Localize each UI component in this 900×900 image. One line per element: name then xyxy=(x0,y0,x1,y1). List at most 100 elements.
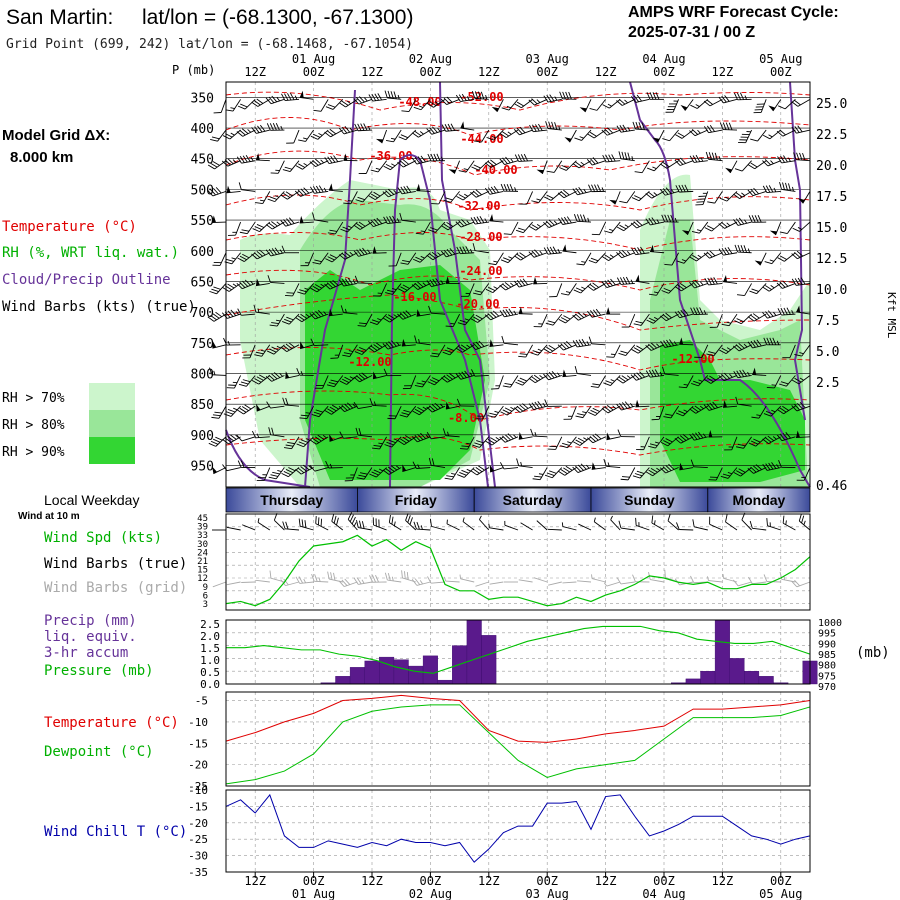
wind-barb xyxy=(426,432,446,440)
pressure-tick-label: 975 xyxy=(818,671,836,682)
wind-barb-grid xyxy=(577,580,592,583)
wind-barb xyxy=(749,283,767,295)
wind-barb xyxy=(791,375,811,385)
wind-tick-label: 30 xyxy=(197,540,208,550)
wind-barb-grid xyxy=(591,574,606,583)
wind-barb xyxy=(558,216,577,225)
wind-barb-grid xyxy=(791,579,811,588)
wind-barb-grid xyxy=(226,581,241,586)
wind-barb xyxy=(778,99,796,110)
wind-barb xyxy=(661,366,679,376)
wind-barb xyxy=(485,436,504,446)
wind-barb xyxy=(369,467,387,478)
wind-barb xyxy=(621,313,636,328)
wind-barb xyxy=(616,401,635,411)
wind-barb xyxy=(343,191,358,205)
wind-barb xyxy=(601,405,621,414)
bottom-tick-label: 12Z xyxy=(595,874,617,888)
wind-barb xyxy=(266,401,285,409)
kft-tick-label: 12.5 xyxy=(816,252,847,267)
wind-barb xyxy=(548,436,563,450)
wind-barb xyxy=(681,221,694,236)
wind-barb xyxy=(499,462,519,470)
wind-barb xyxy=(251,374,271,385)
wind-barb xyxy=(285,371,300,379)
wind-barb xyxy=(648,436,665,449)
pressure-label: Pressure (mb) xyxy=(44,663,154,679)
wind-barb xyxy=(777,155,796,164)
wind-barb xyxy=(752,367,767,376)
wind-barb xyxy=(470,189,489,198)
bottom-tick-label: 12Z xyxy=(244,874,266,888)
weekday-cell xyxy=(225,487,358,513)
wind-barb xyxy=(208,367,227,376)
wind-barb xyxy=(776,432,796,442)
wind-barb xyxy=(402,375,417,390)
bottom-tick-label: 00Z xyxy=(420,874,442,888)
wind-barb xyxy=(209,283,227,295)
wind-barb xyxy=(367,217,387,228)
wind-barb xyxy=(797,191,811,204)
wind-barb xyxy=(645,190,665,199)
wind-barb xyxy=(236,154,256,164)
wind-barb xyxy=(236,279,256,290)
wind-barb xyxy=(796,467,811,481)
windchill-tick-label: -25 xyxy=(188,833,208,846)
wind-barb xyxy=(588,184,606,193)
wind-barb xyxy=(573,436,592,446)
top-date-label: 03 Aug xyxy=(526,52,569,66)
wind-barb xyxy=(651,406,665,421)
wind-barb xyxy=(299,215,314,224)
precip-bar xyxy=(408,665,424,685)
wind-barb-grid xyxy=(562,581,577,584)
wind-barb xyxy=(616,124,635,133)
kft-tick-label: 20.0 xyxy=(816,159,847,174)
wind-barb xyxy=(326,375,344,388)
wind-barb xyxy=(369,313,387,325)
wind-barb xyxy=(659,187,679,196)
wind-barb xyxy=(294,187,314,197)
temp-tick-label: -10 xyxy=(188,716,208,729)
wind-barb xyxy=(324,128,344,138)
wind-barb-true xyxy=(226,526,241,531)
pressure-tick-label: 400 xyxy=(191,122,214,137)
wind-barb-grid xyxy=(616,577,635,585)
wind-barb xyxy=(252,221,271,233)
wind-barb xyxy=(747,464,767,474)
wind-tick-label: 21 xyxy=(197,557,208,567)
wind-barb xyxy=(236,404,256,415)
wind-barb xyxy=(544,399,562,407)
wind-barb xyxy=(353,96,373,105)
wind-barb xyxy=(719,122,738,131)
wind-barb xyxy=(545,313,563,326)
wind-barb xyxy=(412,405,431,416)
precip-bar xyxy=(349,667,365,685)
wind-barb xyxy=(645,467,665,477)
precip-accum-label: 3-hr accum xyxy=(44,645,128,661)
wind-barb xyxy=(456,191,475,201)
wind-barb xyxy=(401,99,417,113)
wind-barb xyxy=(536,160,548,175)
wind-barb xyxy=(632,467,650,479)
windchill-tick-label: -10 xyxy=(188,784,208,797)
wind-barb xyxy=(518,306,533,315)
wind-barb xyxy=(426,126,446,135)
wind-barb xyxy=(689,128,708,137)
wind-barb xyxy=(211,405,227,419)
wind-barb xyxy=(296,436,314,448)
wind-barb xyxy=(413,99,431,111)
pressure-tick-label: 650 xyxy=(191,275,214,290)
wind-barb xyxy=(255,278,270,287)
wind-barb xyxy=(485,283,504,294)
wind-barb xyxy=(690,307,708,316)
top-tick-label: 00Z xyxy=(536,65,558,79)
wind-barb xyxy=(470,216,489,225)
cloud-outline xyxy=(439,81,496,488)
wind-barb xyxy=(723,275,738,284)
precip-bar xyxy=(393,659,409,685)
wind-barb xyxy=(208,436,227,447)
wind-barb xyxy=(689,431,708,441)
wind-barb-grid xyxy=(295,576,314,584)
wind-barb xyxy=(706,344,723,357)
wind-barb xyxy=(606,307,621,315)
